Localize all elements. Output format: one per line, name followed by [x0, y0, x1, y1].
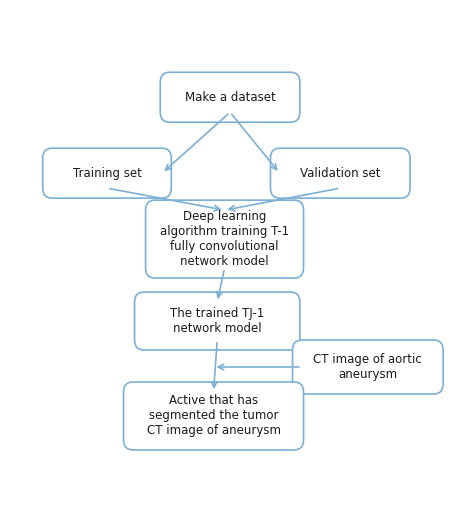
FancyBboxPatch shape	[135, 292, 300, 350]
Text: Active that has
segmented the tumor
CT image of aneurysm: Active that has segmented the tumor CT i…	[146, 394, 281, 438]
FancyBboxPatch shape	[124, 382, 303, 450]
Text: Make a dataset: Make a dataset	[185, 91, 275, 104]
FancyBboxPatch shape	[271, 148, 410, 198]
Text: The trained TJ-1
network model: The trained TJ-1 network model	[170, 307, 264, 335]
Text: Deep learning
algorithm training T-1
fully convolutional
network model: Deep learning algorithm training T-1 ful…	[160, 210, 289, 268]
Text: CT image of aortic
aneurysm: CT image of aortic aneurysm	[313, 353, 422, 381]
FancyBboxPatch shape	[160, 72, 300, 122]
FancyBboxPatch shape	[146, 200, 303, 278]
FancyBboxPatch shape	[292, 340, 443, 394]
Text: Validation set: Validation set	[300, 167, 381, 180]
Text: Training set: Training set	[73, 167, 141, 180]
FancyBboxPatch shape	[43, 148, 171, 198]
